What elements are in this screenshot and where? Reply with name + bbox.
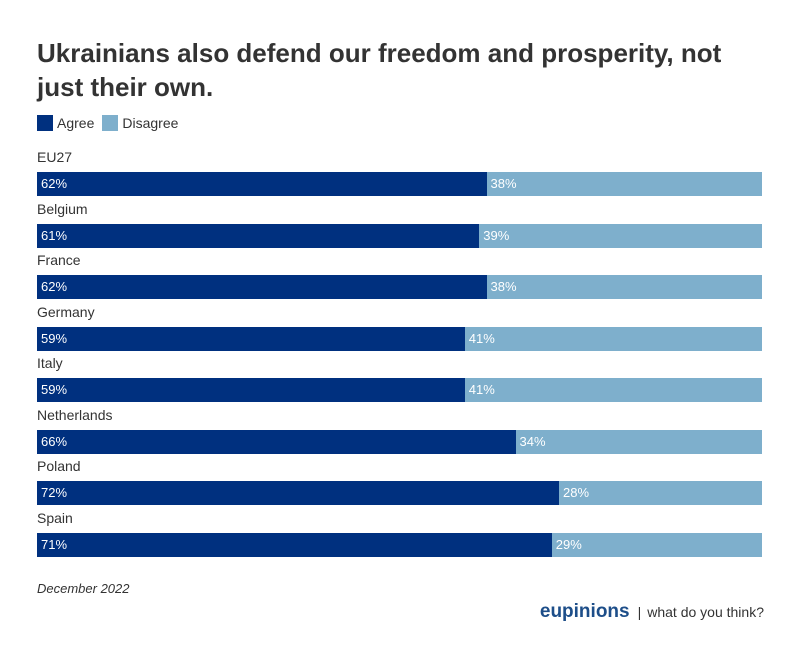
bar-spain-agree <box>37 532 552 557</box>
legend-item-disagree: Disagree <box>102 115 178 131</box>
legend-label-disagree: Disagree <box>122 115 179 131</box>
category-label-poland: Poland <box>37 458 81 474</box>
data-label-eu27-disagree: 38% <box>490 176 517 191</box>
date-footnote: December 2022 <box>37 581 130 596</box>
bar-spain-disagree <box>551 532 762 557</box>
legend-swatch-agree <box>37 115 53 131</box>
bar-belgium-disagree <box>479 223 762 248</box>
bar-netherlands-disagree <box>515 429 762 454</box>
data-label-belgium-agree: 61% <box>41 227 68 243</box>
bar-france-agree <box>37 275 487 299</box>
legend-label-agree: Agree <box>57 115 95 131</box>
data-label-germany-disagree: 41% <box>468 330 495 346</box>
category-label-netherlands: Netherlands <box>37 406 113 423</box>
data-label-france-disagree: 38% <box>490 279 517 294</box>
legend-item-agree: Agree <box>37 115 94 131</box>
chart-title: Ukrainians also defend our freedom and p… <box>37 38 722 102</box>
data-label-poland-disagree: 28% <box>563 485 590 500</box>
brand-logo: eupinions <box>539 601 630 622</box>
legend: Agree Disagree <box>37 115 186 131</box>
bar-italy-disagree <box>464 378 762 402</box>
legend-swatch-disagree <box>102 115 119 131</box>
category-label-germany: Germany <box>37 303 95 320</box>
bar-poland-disagree <box>559 481 762 505</box>
data-label-eu27-agree: 62% <box>41 176 68 191</box>
category-label-italy: Italy <box>37 355 63 371</box>
data-label-france-agree: 62% <box>41 279 68 294</box>
data-label-italy-agree: 59% <box>41 382 68 397</box>
bar-belgium-agree <box>37 223 480 248</box>
category-label-spain: Spain <box>37 509 73 526</box>
category-label-eu27: EU27 <box>37 149 73 165</box>
data-label-belgium-disagree: 39% <box>483 227 510 243</box>
data-label-spain-agree: 71% <box>41 536 68 552</box>
bar-italy-agree <box>37 378 465 402</box>
brand-tagline: what do you think? <box>647 604 764 620</box>
data-label-netherlands-disagree: 34% <box>519 433 546 449</box>
bar-france-disagree <box>486 275 762 299</box>
bar-netherlands-agree <box>37 429 516 454</box>
data-label-netherlands-agree: 66% <box>41 433 68 449</box>
bar-germany-disagree <box>464 326 762 351</box>
category-label-france: France <box>37 252 81 268</box>
brand-footer: eupinions | what do you think? <box>540 601 764 623</box>
bar-germany-agree <box>37 326 465 351</box>
data-label-italy-disagree: 41% <box>468 382 495 397</box>
data-label-germany-agree: 59% <box>41 330 68 346</box>
bar-poland-agree <box>37 481 559 505</box>
bar-eu27-disagree <box>486 172 762 196</box>
brand-separator: | <box>637 604 642 620</box>
data-label-poland-agree: 72% <box>41 485 68 500</box>
stacked-bar-chart: EU27 62% 38% Belgium 61% 39% France 62% 38% Germa… <box>37 149 762 557</box>
category-label-belgium: Belgium <box>37 200 88 217</box>
bar-eu27-agree <box>37 172 487 196</box>
data-label-spain-disagree: 29% <box>555 536 582 552</box>
